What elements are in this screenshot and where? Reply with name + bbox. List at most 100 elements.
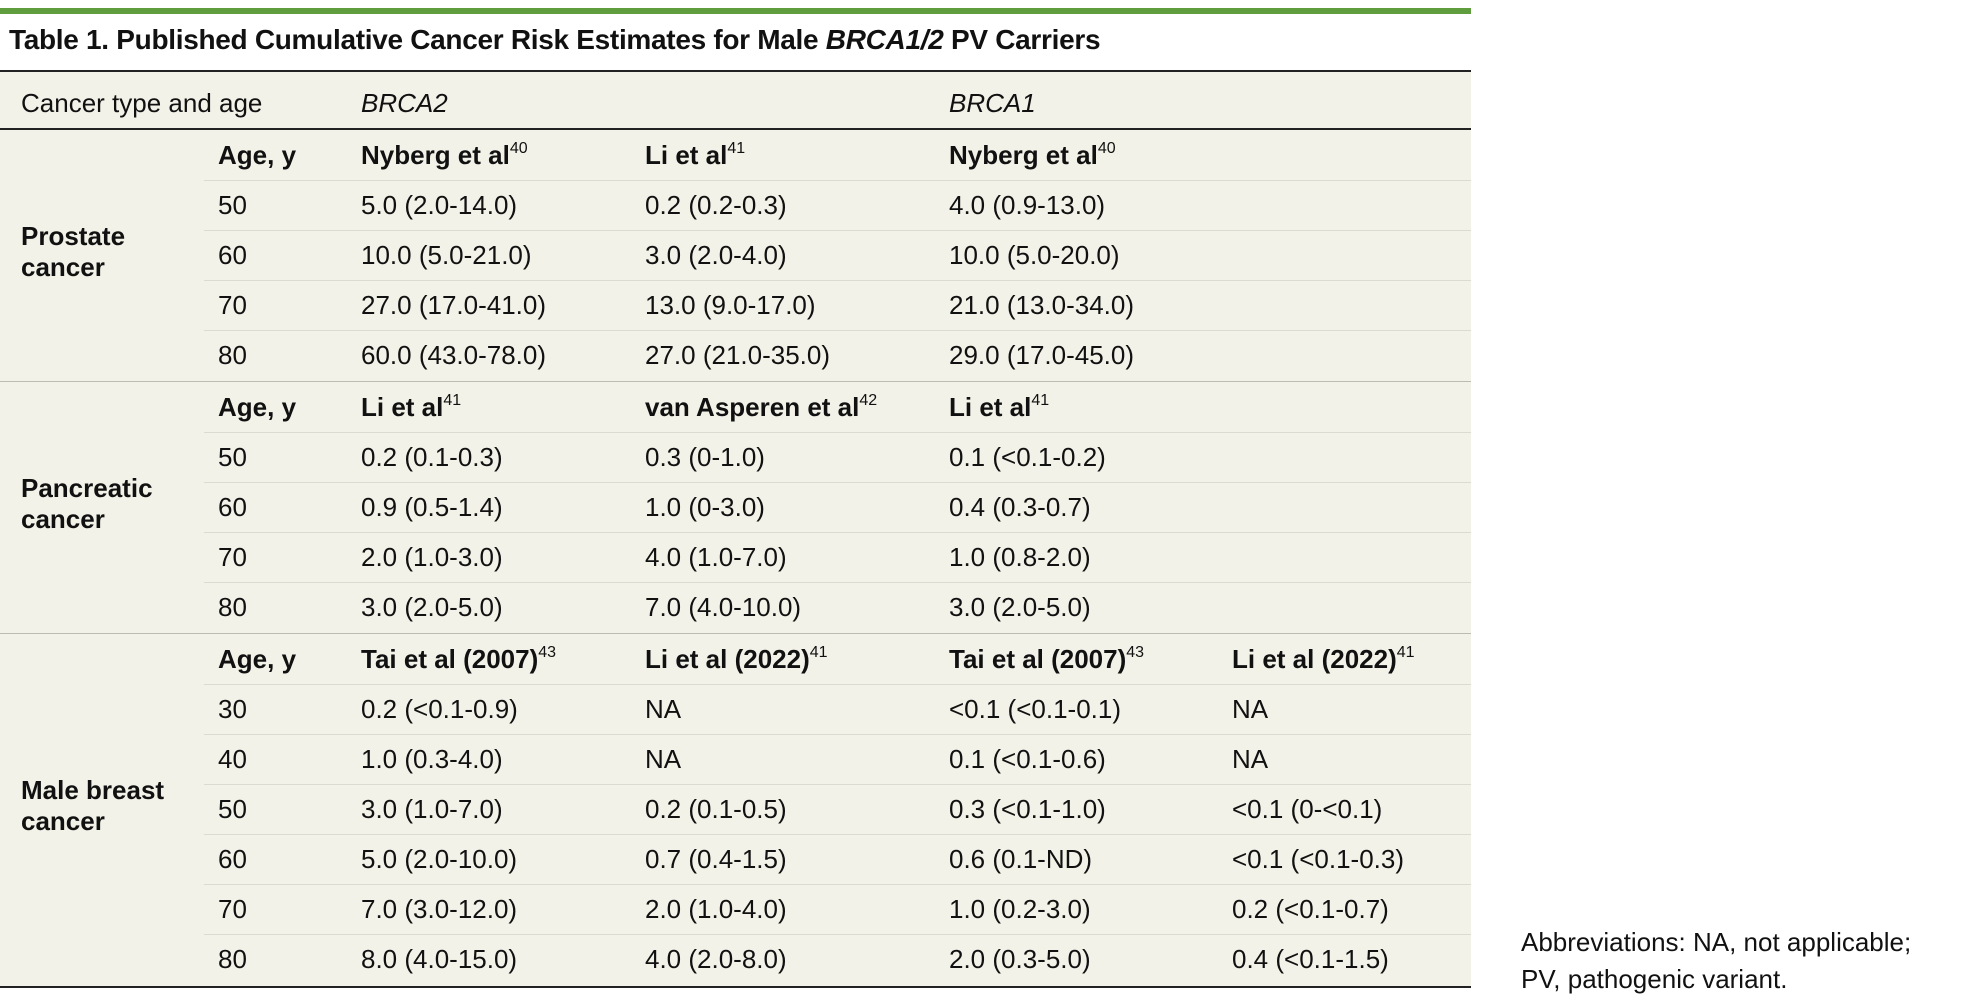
risk-cell: 0.4 (0.3-0.7) xyxy=(949,492,1091,522)
table-title: Table 1. Published Cumulative Cancer Ris… xyxy=(9,24,1101,56)
table-row: 70 7.0 (3.0-12.0) 2.0 (1.0-4.0) 1.0 (0.2-3.… xyxy=(204,884,1471,935)
header-brca1: BRCA1 xyxy=(949,88,1036,118)
risk-cell: 4.0 (2.0-8.0) xyxy=(645,944,787,974)
risk-cell: 10.0 (5.0-20.0) xyxy=(949,240,1120,270)
risk-cell: 0.2 (0.1-0.3) xyxy=(361,442,503,472)
risk-cell: 2.0 (1.0-3.0) xyxy=(361,542,503,572)
risk-cell: 3.0 (1.0-7.0) xyxy=(361,794,503,824)
study-name: Age, y xyxy=(218,140,297,170)
study-name: Li et al xyxy=(645,140,728,170)
table-body: Prostate cancer Age, y Nyberg et al40 Li et … xyxy=(0,130,1471,988)
age-cell: 70 xyxy=(218,290,247,320)
risk-cell: 21.0 (13.0-34.0) xyxy=(949,290,1135,320)
age-cell: 70 xyxy=(218,542,247,572)
age-cell: 80 xyxy=(218,592,247,622)
study-name: Li et al (2022) xyxy=(645,644,810,674)
table-row: 50 3.0 (1.0-7.0) 0.2 (0.1-0.5) 0.3 (<0.1-1.… xyxy=(204,784,1471,835)
risk-cell: 0.2 (0.1-0.5) xyxy=(645,794,787,824)
age-cell: 50 xyxy=(218,794,247,824)
risk-cell: 4.0 (0.9-13.0) xyxy=(949,190,1106,220)
age-cell: 60 xyxy=(218,240,247,270)
table-row: 50 0.2 (0.1-0.3) 0.3 (0-1.0) 0.1 (<0.1-0.2) xyxy=(204,432,1471,483)
table-row: 70 2.0 (1.0-3.0) 4.0 (1.0-7.0) 1.0 (0.8-2.0… xyxy=(204,532,1471,583)
age-cell: 50 xyxy=(218,190,247,220)
footnote-line-2: PV, pathogenic variant. xyxy=(1521,964,1788,994)
age-cell: 30 xyxy=(218,694,247,724)
study-name: Li et al xyxy=(361,392,444,422)
reference-number: 42 xyxy=(859,392,878,409)
title-rule xyxy=(0,70,1471,72)
table-row: 60 10.0 (5.0-21.0) 3.0 (2.0-4.0) 10.0 (5.0-… xyxy=(204,230,1471,281)
risk-cell: 1.0 (0.2-3.0) xyxy=(949,894,1091,924)
cancer-type-line-1: Male breast xyxy=(21,775,165,805)
reference-number: 40 xyxy=(509,140,528,157)
table-row: 50 5.0 (2.0-14.0) 0.2 (0.2-0.3) 4.0 (0.9-13… xyxy=(204,180,1471,231)
risk-cell: NA xyxy=(1232,744,1269,774)
risk-cell: <0.1 (<0.1-0.1) xyxy=(949,694,1121,724)
risk-cell: 2.0 (0.3-5.0) xyxy=(949,944,1091,974)
study-name: Tai et al (2007) xyxy=(949,644,1127,674)
table-row: 60 5.0 (2.0-10.0) 0.7 (0.4-1.5) 0.6 (0.1-ND… xyxy=(204,834,1471,885)
age-cell: 40 xyxy=(218,744,247,774)
reference-number: 43 xyxy=(538,644,557,661)
table-row: 30 0.2 (<0.1-0.9) NA <0.1 (<0.1-0.1) NA xyxy=(204,684,1471,735)
risk-cell: <0.1 (0-<0.1) xyxy=(1232,794,1383,824)
study-header-c3: Li et al41 xyxy=(949,392,1049,422)
study-name: Li et al xyxy=(949,392,1032,422)
age-cell: 60 xyxy=(218,492,247,522)
risk-cell: 0.2 (<0.1-0.7) xyxy=(1232,894,1389,924)
risk-table: Cancer type and age BRCA2 BRCA1 Prostate… xyxy=(0,72,1471,988)
title-gene: BRCA1/2 xyxy=(825,24,944,55)
risk-cell: 0.2 (<0.1-0.9) xyxy=(361,694,518,724)
risk-cell: 4.0 (1.0-7.0) xyxy=(645,542,787,572)
study-header-c4: Li et al (2022)41 xyxy=(1232,644,1415,674)
risk-cell: 8.0 (4.0-15.0) xyxy=(361,944,518,974)
study-header-c1: Nyberg et al40 xyxy=(361,140,528,170)
table-group: Prostate cancer Age, y Nyberg et al40 Li et … xyxy=(0,130,1471,382)
study-header-c2: Li et al41 xyxy=(645,140,745,170)
study-header-age: Age, y xyxy=(218,392,296,422)
study-name: Nyberg et al xyxy=(361,140,510,170)
study-name: Age, y xyxy=(218,392,297,422)
reference-number: 41 xyxy=(1031,392,1050,409)
risk-cell: 60.0 (43.0-78.0) xyxy=(361,340,547,370)
study-header-age: Age, y xyxy=(218,140,296,170)
cancer-type-line-1: Pancreatic xyxy=(21,473,153,503)
cancer-type-label: Male breast cancer xyxy=(21,775,181,837)
risk-cell: 1.0 (0-3.0) xyxy=(645,492,765,522)
risk-cell: 0.9 (0.5-1.4) xyxy=(361,492,503,522)
risk-cell: 5.0 (2.0-10.0) xyxy=(361,844,518,874)
cancer-type-line-2: cancer xyxy=(21,252,105,282)
risk-cell: 1.0 (0.8-2.0) xyxy=(949,542,1091,572)
risk-cell: 0.6 (0.1-ND) xyxy=(949,844,1093,874)
risk-cell: NA xyxy=(1232,694,1269,724)
study-header-age: Age, y xyxy=(218,644,296,674)
title-prefix: Table 1. Published Cumulative Cancer Ris… xyxy=(9,24,826,55)
reference-number: 41 xyxy=(727,140,746,157)
reference-number: 40 xyxy=(1097,140,1116,157)
risk-cell: 7.0 (3.0-12.0) xyxy=(361,894,518,924)
study-name: Age, y xyxy=(218,644,297,674)
reference-number: 41 xyxy=(1396,644,1415,661)
footnote-line-1: Abbreviations: NA, not applicable; xyxy=(1521,927,1912,957)
age-cell: 80 xyxy=(218,340,247,370)
age-cell: 70 xyxy=(218,894,247,924)
risk-cell: NA xyxy=(645,694,682,724)
cancer-type-label: Prostate cancer xyxy=(21,221,181,283)
risk-cell: 29.0 (17.0-45.0) xyxy=(949,340,1135,370)
risk-cell: 3.0 (2.0-5.0) xyxy=(949,592,1091,622)
risk-cell: 0.7 (0.4-1.5) xyxy=(645,844,787,874)
age-cell: 80 xyxy=(218,944,247,974)
risk-cell: 2.0 (1.0-4.0) xyxy=(645,894,787,924)
risk-cell: 3.0 (2.0-5.0) xyxy=(361,592,503,622)
risk-cell: 0.3 (<0.1-1.0) xyxy=(949,794,1106,824)
table-header-row: Cancer type and age BRCA2 BRCA1 xyxy=(0,72,1471,130)
age-cell: 60 xyxy=(218,844,247,874)
study-name: van Asperen et al xyxy=(645,392,860,422)
reference-number: 41 xyxy=(443,392,462,409)
risk-cell: 27.0 (21.0-35.0) xyxy=(645,340,831,370)
risk-cell: <0.1 (<0.1-0.3) xyxy=(1232,844,1404,874)
table-row: 80 8.0 (4.0-15.0) 4.0 (2.0-8.0) 2.0 (0.3-5.… xyxy=(204,934,1471,984)
study-name: Li et al (2022) xyxy=(1232,644,1397,674)
risk-cell: 27.0 (17.0-41.0) xyxy=(361,290,547,320)
